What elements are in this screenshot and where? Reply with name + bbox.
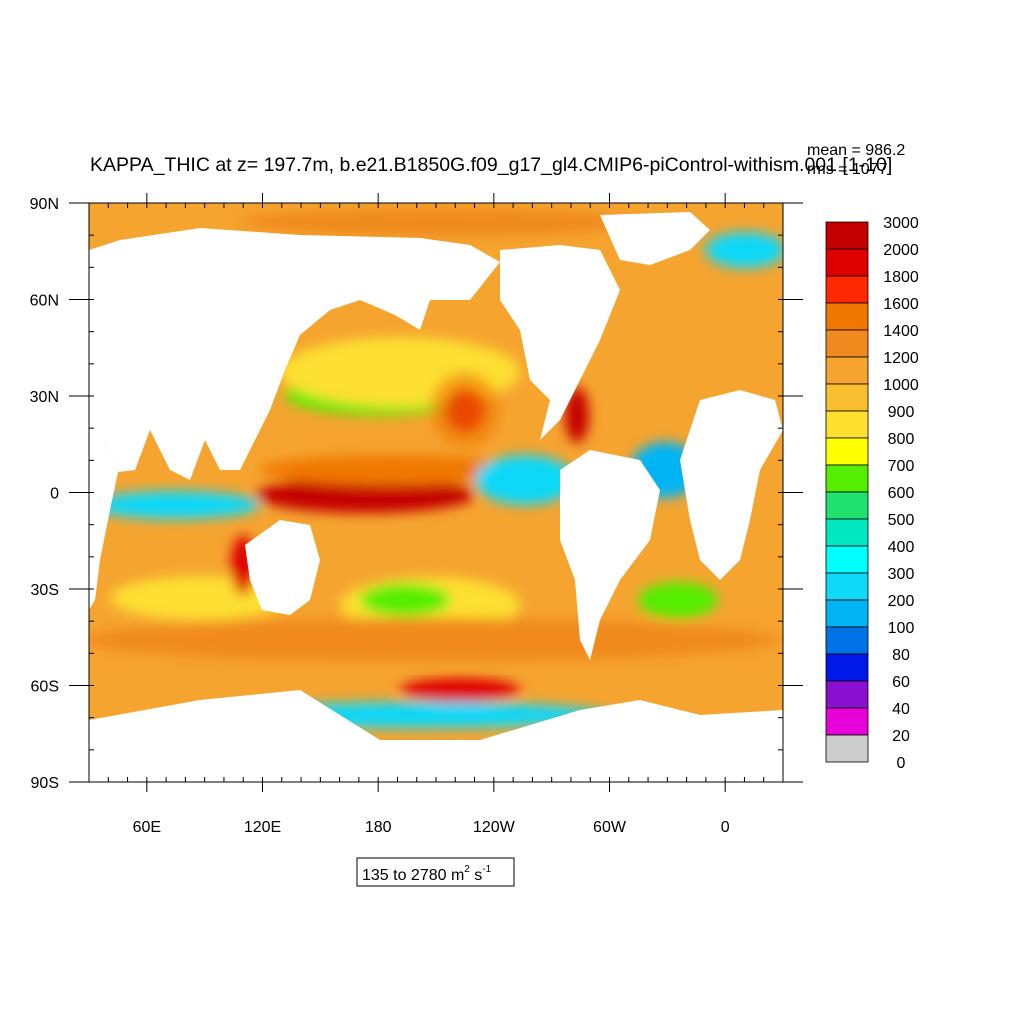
y-tick-label: 60N [30, 293, 59, 310]
ocean-field [89, 203, 783, 782]
colorbar-box [825, 680, 869, 709]
colorbar-box [825, 734, 869, 763]
south-atlantic-green [638, 582, 718, 618]
land-eurasia [89, 228, 500, 480]
y-tick-label: 30N [30, 389, 59, 406]
eastern-pacific-low [475, 455, 575, 505]
colorbar-box [825, 545, 869, 574]
x-tick-label: 120E [244, 819, 281, 836]
colorbar-label: 600 [888, 485, 915, 502]
range-label: 135 to 2780 m2 s-1 [362, 864, 492, 884]
colorbar-label: 1200 [883, 350, 919, 367]
mean-stat: mean = 986.2 [807, 142, 905, 159]
colorbar: 3000200018001600140012001000900800700600… [825, 215, 919, 772]
southern-ocean-band [89, 618, 780, 662]
rms-stat: rms = 1077 [807, 161, 888, 178]
x-tick-label: 120W [473, 819, 516, 836]
colorbar-box [825, 626, 869, 655]
colorbar-label: 1600 [883, 296, 919, 313]
gulf-stream-max [565, 387, 589, 443]
x-axis: 60E 120E 180 120W 60W 0 [107, 193, 765, 836]
range-label-box [356, 857, 515, 887]
colorbar-label: 20 [892, 728, 910, 745]
colorbar-label: 1400 [883, 323, 919, 340]
colorbar-label: 0 [897, 755, 906, 772]
y-tick-label: 30S [31, 582, 59, 599]
colorbar-label: 700 [888, 458, 915, 475]
x-tick-label: 180 [365, 819, 392, 836]
colorbar-label: 3000 [883, 215, 919, 232]
colorbar-box [825, 707, 869, 736]
plot-title: KAPPA_THIC at z= 197.7m, b.e21.B1850G.f0… [90, 154, 892, 176]
colorbar-box [825, 410, 869, 439]
x-tick-label: 60E [133, 819, 161, 836]
colorbar-box [825, 518, 869, 547]
equatorial-pacific-max [255, 477, 475, 513]
colorbar-box [825, 599, 869, 628]
colorbar-box [825, 356, 869, 385]
nordic-seas-low [705, 232, 783, 268]
north-pacific-max-halo [430, 372, 500, 448]
colorbar-label: 100 [888, 620, 915, 637]
land-south-america [560, 450, 660, 660]
x-tick-label: 0 [721, 819, 730, 836]
colorbar-box [825, 329, 869, 358]
colorbar-box [825, 383, 869, 412]
colorbar-box [825, 437, 869, 466]
colorbar-box [825, 302, 869, 331]
colorbar-label: 200 [888, 593, 915, 610]
x-tick-label: 60W [593, 819, 627, 836]
colorbar-box [825, 653, 869, 682]
colorbar-box [825, 491, 869, 520]
equatorial-pacific-halo [260, 455, 520, 485]
land-australia [245, 520, 320, 615]
land-north-america [500, 245, 620, 440]
colorbar-label: 900 [888, 404, 915, 421]
colorbar-label: 1800 [883, 269, 919, 286]
colorbar-label: 300 [888, 566, 915, 583]
colorbar-label: 2000 [883, 242, 919, 259]
land-masks [89, 212, 783, 782]
colorbar-label: 500 [888, 512, 915, 529]
land-africa-east [680, 390, 783, 580]
colorbar-box [825, 572, 869, 601]
y-tick-label: 60S [31, 679, 59, 696]
colorbar-label: 60 [892, 674, 910, 691]
indian-equatorial-low [90, 491, 260, 519]
colorbar-label: 1000 [883, 377, 919, 394]
colorbar-label: 80 [892, 647, 910, 664]
land-greenland [600, 212, 710, 265]
land-antarctica [89, 690, 783, 782]
y-tick-label: 0 [50, 486, 59, 503]
colorbar-box [825, 248, 869, 277]
y-tick-label: 90S [31, 775, 59, 792]
colorbar-label: 40 [892, 701, 910, 718]
south-pacific-green [360, 584, 450, 616]
y-axis: 90N 60N 30N 0 30S 60S 90S [30, 196, 803, 792]
southern-ocean-max [400, 678, 520, 702]
arctic-band [240, 208, 640, 236]
colorbar-label: 800 [888, 431, 915, 448]
land-africa [89, 400, 118, 610]
colorbar-box [825, 275, 869, 304]
y-tick-label: 90N [30, 196, 59, 213]
colorbar-box [825, 221, 869, 250]
colorbar-label: 400 [888, 539, 915, 556]
colorbar-box [825, 464, 869, 493]
